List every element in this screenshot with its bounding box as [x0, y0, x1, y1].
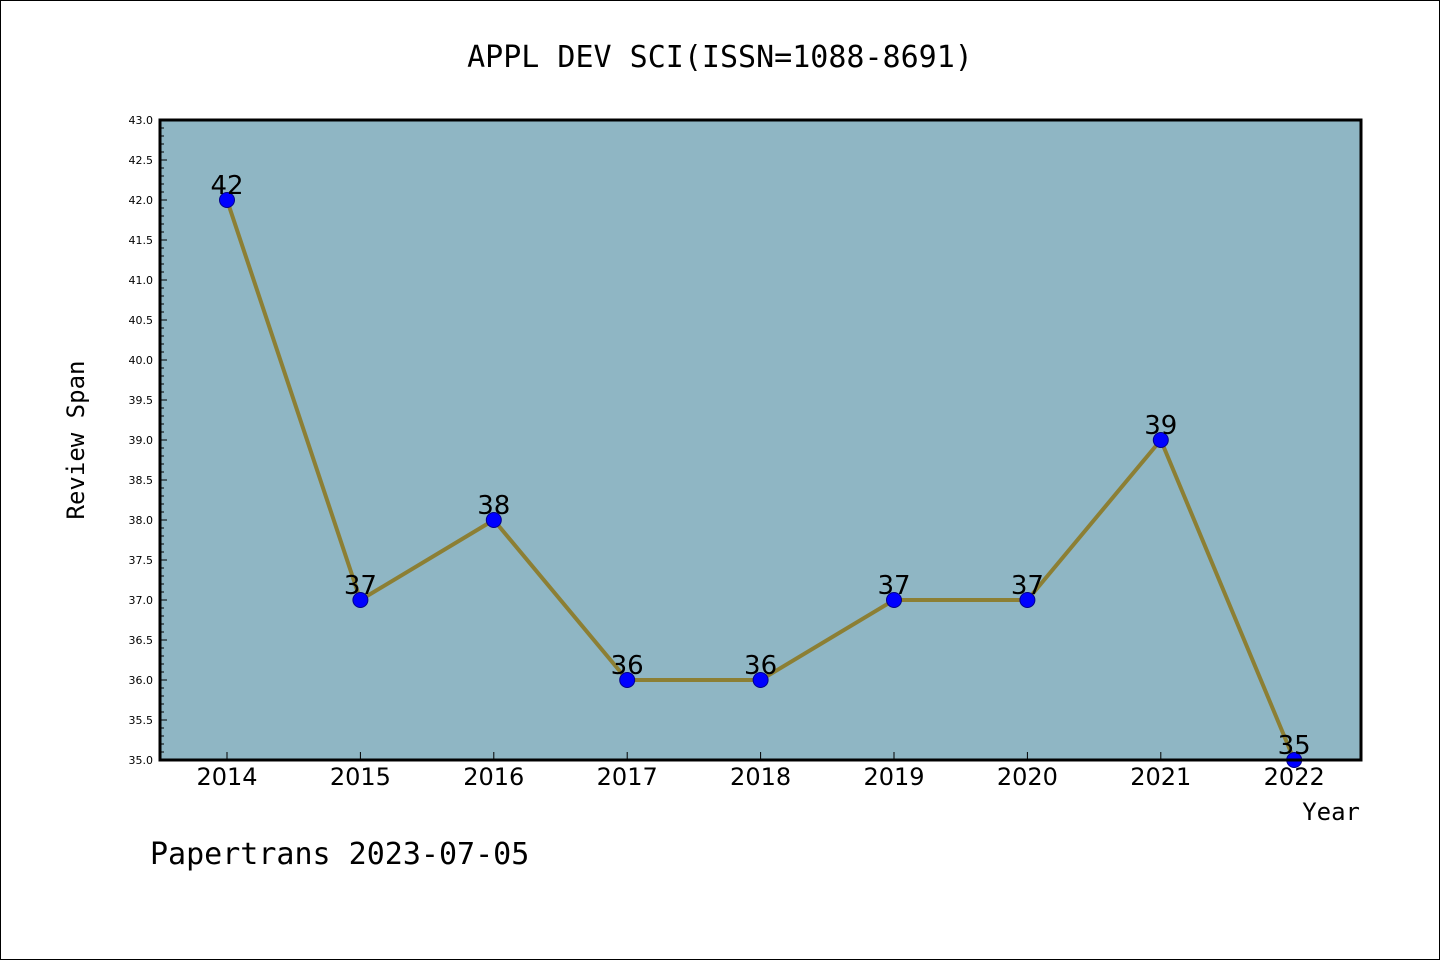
y-tick-label: 35.0: [129, 754, 154, 767]
data-label: 35: [1278, 731, 1311, 761]
data-label: 36: [744, 651, 777, 681]
x-tick-label: 2020: [997, 763, 1058, 791]
x-tick-label: 2021: [1130, 763, 1191, 791]
x-tick-label: 2017: [597, 763, 658, 791]
y-tick-label: 41.0: [129, 274, 154, 287]
data-label: 38: [477, 491, 510, 521]
x-tick-label: 2019: [863, 763, 924, 791]
data-label: 42: [210, 171, 243, 201]
data-point: [886, 592, 902, 608]
data-point: [1019, 592, 1036, 608]
footer-text: Papertrans 2023-07-05: [150, 837, 529, 872]
y-axis: 35.0 35.5 36.0 36.5 37.0 37.5 38.0 38.5 39.0 39.5…: [129, 114, 167, 767]
y-tick-label: 40.0: [129, 354, 154, 367]
x-tick-label: 2016: [463, 763, 524, 791]
data-label: 39: [1144, 411, 1177, 441]
data-point: [1152, 432, 1169, 448]
y-tick-label: 42.0: [129, 194, 154, 207]
y-tick-label: 36.0: [129, 674, 154, 687]
plot-border: [158, 118, 1363, 762]
y-tick-label: 42.5: [129, 154, 154, 167]
y-tick-label: 36.5: [129, 634, 154, 647]
x-tick-label: 2014: [196, 763, 257, 791]
x-axis-label: Year: [1302, 798, 1360, 826]
chart-title: APPL DEV SCI(ISSN=1088-8691): [467, 40, 973, 75]
data-point: [485, 512, 502, 528]
data-label: 37: [877, 571, 910, 601]
y-tick-label: 39.5: [129, 394, 154, 407]
data-point: [352, 592, 369, 608]
y-tick-label: 37.0: [129, 594, 154, 607]
y-tick-label: 38.5: [129, 474, 154, 487]
x-tick-label: 2015: [330, 763, 391, 791]
y-tick-label: 37.5: [129, 554, 154, 567]
data-point: [752, 672, 769, 688]
y-tick-label: 39.0: [129, 434, 154, 447]
y-tick-label: 40.5: [129, 314, 154, 327]
y-tick-label: 35.5: [129, 714, 154, 727]
x-tick-label: 2018: [730, 763, 791, 791]
data-point: [619, 672, 636, 688]
series-layer: 42 37 38 36 36 37 37 39 35: [210, 171, 1311, 768]
y-tick-label: 43.0: [129, 114, 154, 127]
data-label: 36: [611, 651, 644, 681]
data-label: 37: [1011, 571, 1044, 601]
data-point: [219, 192, 235, 208]
y-tick-label: 38.0: [129, 514, 154, 527]
y-axis-label: Review Span: [62, 361, 90, 520]
y-tick-label: 41.5: [129, 234, 154, 247]
data-label: 37: [344, 571, 377, 601]
